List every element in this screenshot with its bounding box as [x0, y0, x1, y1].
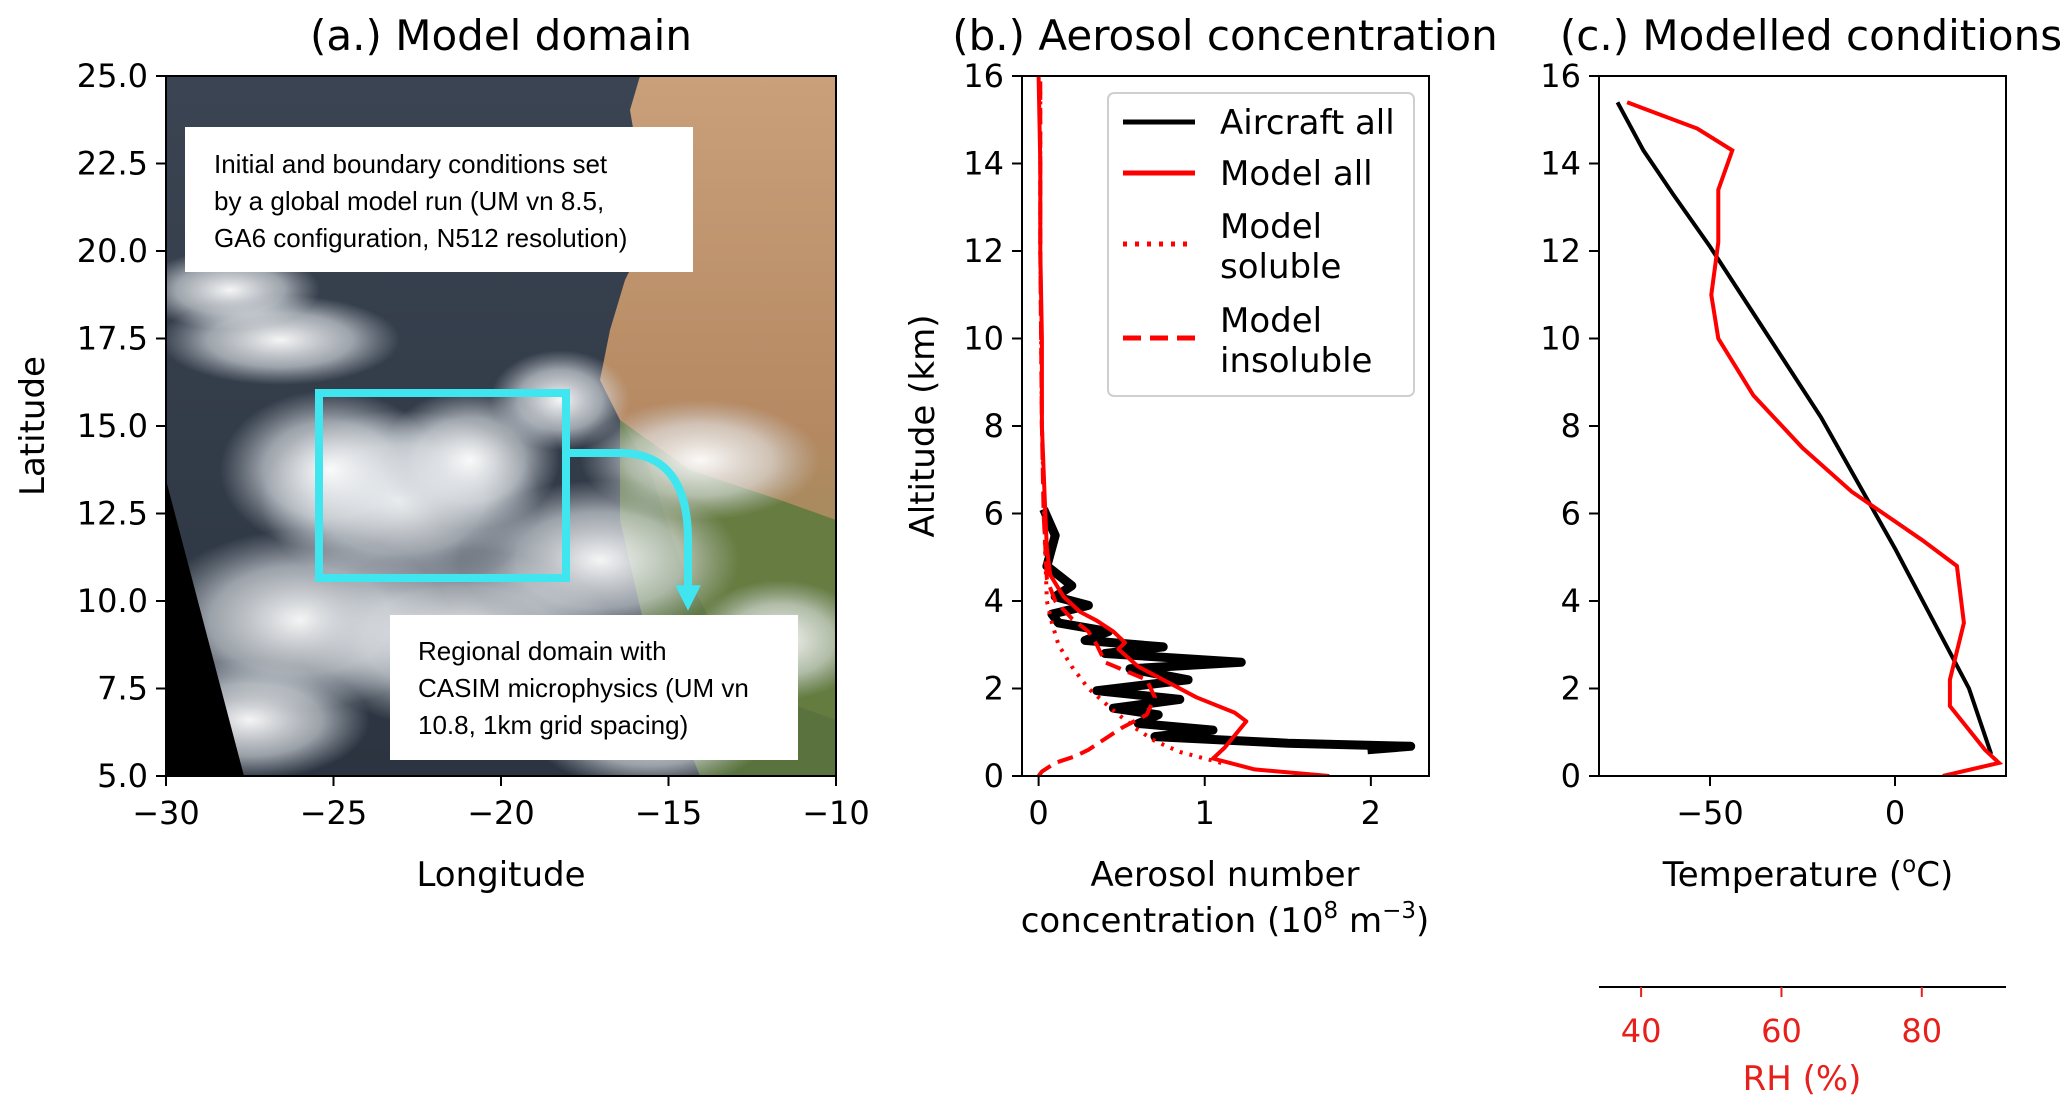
panel-a-y-tick-label: 15.0	[77, 407, 148, 445]
panel-a-y-tick-label: 10.0	[77, 582, 148, 620]
regional-domain-box	[315, 389, 701, 611]
legend-label-model-all: Model all	[1220, 154, 1373, 194]
panel-b-y-tick-label: 14	[963, 145, 1004, 183]
panel-a-x-tick-label: −30	[132, 794, 200, 832]
legend-label-model-soluble-2: soluble	[1220, 247, 1341, 287]
panel-b-y-tick-label: 6	[984, 495, 1004, 533]
legend-label-model-soluble-1: Model	[1220, 207, 1322, 247]
panel-a-y-label: Latitude	[13, 356, 53, 496]
panel-b-y-tick-label: 12	[963, 232, 1004, 270]
panel-a-x-label: Longitude	[416, 855, 585, 895]
panel-c-y-tick-label: 8	[1561, 407, 1581, 445]
panel-b-x-tick-label: 0	[1028, 794, 1048, 832]
panel-b-legend: Aircraft all Model all Model soluble Mod…	[1107, 92, 1415, 397]
rh-axis-ticks: 40 60 80	[1621, 987, 1942, 1050]
panel-c-y-tick-label: 10	[1540, 320, 1581, 358]
panel-c-x-ticks: −50 0	[1676, 776, 1905, 832]
annotation-global-line-1: Initial and boundary conditions set	[214, 149, 608, 179]
series-model-insoluble-line	[1036, 76, 1157, 776]
panel-b-plot-area	[1036, 76, 1416, 776]
panel-b-x-tick-label: 1	[1195, 794, 1215, 832]
legend-label-model-insoluble-1: Model	[1220, 301, 1322, 341]
annotation-regional-line-1: Regional domain with	[418, 636, 667, 666]
panel-a-x-tick-label: −15	[635, 794, 703, 832]
panel-a-y-tick-label: 20.0	[77, 232, 148, 270]
panel-b-y-tick-label: 0	[984, 757, 1004, 795]
panel-b-y-tick-label: 10	[963, 320, 1004, 358]
panel-c-y-tick-label: 16	[1540, 57, 1581, 95]
panel-c-title: (c.) Modelled conditions	[1560, 11, 2062, 60]
panel-b-y-ticks: 0 2 4 6 8 10 12 14 16	[963, 57, 1022, 795]
legend-label-aircraft: Aircraft all	[1220, 103, 1395, 143]
panel-b-y-label: Altitude (km)	[903, 314, 943, 537]
panel-a-y-tick-label: 17.5	[77, 320, 148, 358]
rh-tick-label: 80	[1901, 1012, 1942, 1050]
panel-c-x-label: Temperature (oC)	[1662, 852, 1954, 895]
panel-c-y-tick-label: 2	[1561, 670, 1581, 708]
series-rh-line	[1626, 100, 2004, 776]
panel-c-frame	[1598, 75, 2007, 777]
legend-label-model-insoluble-2: insoluble	[1220, 341, 1372, 381]
panel-b-y-tick-label: 16	[963, 57, 1004, 95]
panel-b-x-label-line-1: Aerosol number	[1090, 855, 1359, 895]
panel-a-y-tick-label: 5.0	[97, 757, 148, 795]
panel-b-y-tick-label: 8	[984, 407, 1004, 445]
panel-c-y-tick-label: 6	[1561, 495, 1581, 533]
panel-b-x-ticks: 0 1 2	[1028, 776, 1381, 832]
panel-c: (c.) Modelled conditions −50 0 0 2 4 6 8 10 12 1…	[1540, 11, 2062, 1099]
panel-a-y-tick-label: 22.5	[77, 145, 148, 183]
panel-b-x-tick-label: 2	[1361, 794, 1381, 832]
panel-a-x-tick-label: −25	[300, 794, 368, 832]
annotation-global-line-2: by a global model run (UM vn 8.5,	[214, 186, 604, 216]
panel-a-x-tick-label: −10	[802, 794, 870, 832]
panel-b-y-tick-label: 4	[984, 582, 1004, 620]
annotation-global-model: Initial and boundary conditions set by a…	[185, 127, 693, 272]
panel-a-y-ticks: 5.0 7.5 10.0 12.5 15.0 17.5 20.0 22.5 25.0	[77, 57, 166, 795]
panel-b-title: (b.) Aerosol concentration	[952, 11, 1498, 60]
rh-axis-label: RH (%)	[1743, 1059, 1862, 1099]
annotation-regional-line-2: CASIM microphysics (UM vn	[418, 673, 749, 703]
panel-a: (a.) Model domain Ini	[13, 11, 870, 895]
series-temperature-line	[1615, 101, 1994, 755]
panel-a-y-tick-label: 7.5	[97, 670, 148, 708]
panel-c-y-tick-label: 12	[1540, 232, 1581, 270]
panel-b-y-tick-label: 2	[984, 670, 1004, 708]
panel-c-plot-area	[1615, 100, 2004, 776]
panel-a-y-tick-label: 12.5	[77, 495, 148, 533]
panel-b-x-label-line-2: concentration (108 m−3)	[1021, 898, 1430, 941]
panel-c-y-tick-label: 0	[1561, 757, 1581, 795]
annotation-regional-line-3: 10.8, 1km grid spacing)	[418, 710, 688, 740]
panel-a-y-tick-label: 25.0	[77, 57, 148, 95]
rh-tick-label: 40	[1621, 1012, 1662, 1050]
panel-c-x-tick-label: −50	[1676, 794, 1744, 832]
panel-c-y-tick-label: 14	[1540, 145, 1581, 183]
series-aircraft-all-line	[1039, 507, 1416, 755]
annotation-global-line-3: GA6 configuration, N512 resolution)	[214, 223, 627, 253]
annotation-regional-domain: Regional domain with CASIM microphysics …	[390, 615, 798, 760]
rh-tick-label: 60	[1761, 1012, 1802, 1050]
panel-a-title: (a.) Model domain	[310, 11, 692, 60]
panel-c-x-tick-label: 0	[1885, 794, 1905, 832]
panel-a-x-tick-label: −20	[467, 794, 535, 832]
panel-a-x-ticks: −30 −25 −20 −15 −10	[132, 776, 870, 832]
panel-c-y-tick-label: 4	[1561, 582, 1581, 620]
panel-c-y-ticks: 0 2 4 6 8 10 12 14 16	[1540, 57, 1599, 795]
